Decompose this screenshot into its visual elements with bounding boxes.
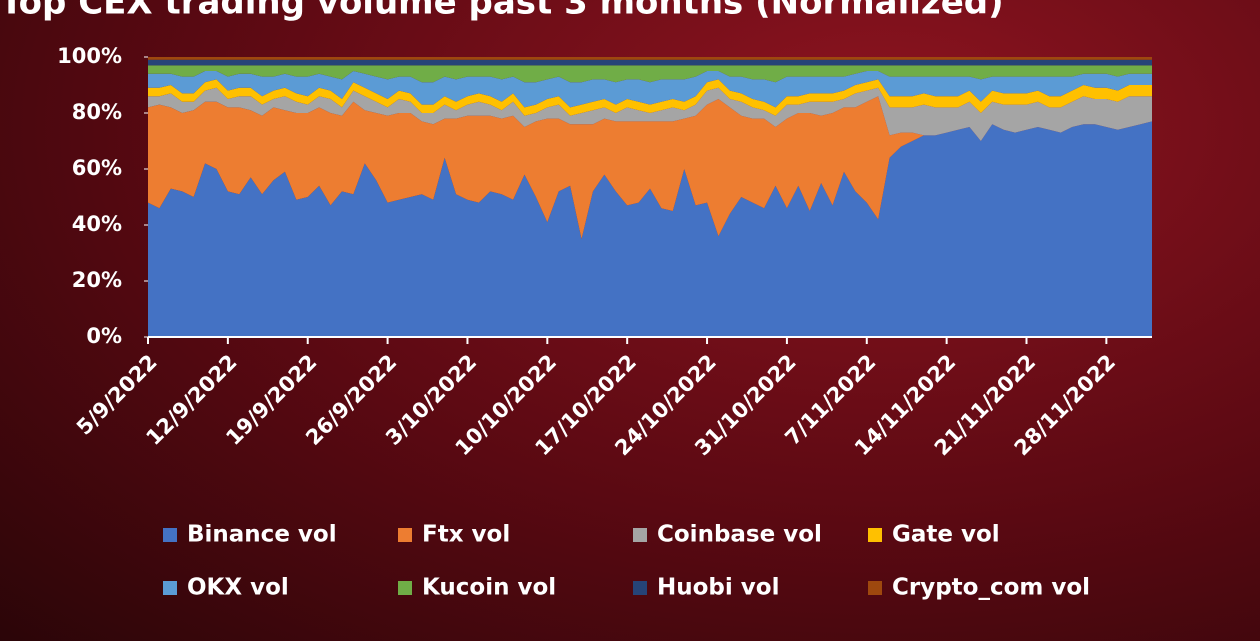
area: [148, 96, 1152, 239]
area: [148, 71, 1152, 108]
legend-label: Gate vol: [892, 522, 1000, 548]
legend-swatch: [398, 528, 412, 542]
chart-title: Top CEX trading volume past 3 months (No…: [0, 0, 1004, 23]
legend-swatch: [868, 528, 882, 542]
area: [148, 65, 1152, 83]
legend-swatch: [163, 528, 177, 542]
legend-label: Crypto_com vol: [892, 575, 1090, 601]
legend-swatch: [633, 581, 647, 595]
y-tick-label: 80%: [72, 100, 122, 124]
area: [148, 57, 1152, 60]
legend-swatch: [163, 581, 177, 595]
y-tick-label: 60%: [72, 156, 122, 180]
area: [148, 121, 1152, 338]
legend-label: Ftx vol: [422, 522, 510, 548]
y-tick-label: 0%: [86, 324, 122, 348]
y-tick-label: 100%: [57, 44, 122, 68]
legend-swatch: [633, 528, 647, 542]
area: [148, 59, 1152, 66]
legend-label: OKX vol: [187, 575, 289, 601]
y-tick-label: 20%: [72, 268, 122, 292]
legend-swatch: [398, 581, 412, 595]
legend-swatch: [868, 581, 882, 595]
legend-label: Binance vol: [187, 522, 337, 548]
area: [148, 87, 1152, 141]
area: [148, 79, 1152, 116]
legend-label: Coinbase vol: [657, 522, 822, 548]
legend-label: Kucoin vol: [422, 575, 556, 601]
y-tick-label: 40%: [72, 212, 122, 236]
legend-label: Huobi vol: [657, 575, 779, 601]
